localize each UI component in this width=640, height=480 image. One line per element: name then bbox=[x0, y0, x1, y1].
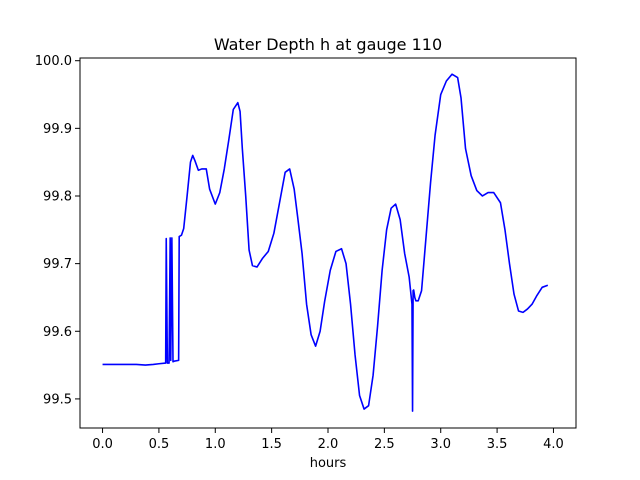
series-line-water-depth bbox=[102, 73, 549, 412]
x-axis-label: hours bbox=[310, 456, 347, 471]
x-tick-label: 3.0 bbox=[430, 437, 451, 452]
x-tick-label: 4.0 bbox=[543, 437, 564, 452]
x-tick-label: 2.0 bbox=[318, 437, 339, 452]
x-tick-label: 0.5 bbox=[149, 437, 170, 452]
y-axis: 99.5 99.6 99.7 99.8 99.9 100.0 bbox=[35, 54, 80, 407]
y-tick-label: 99.7 bbox=[43, 257, 72, 272]
chart-title: Water Depth h at gauge 110 bbox=[214, 35, 442, 54]
y-tick-label: 99.9 bbox=[43, 122, 72, 137]
plot-area bbox=[102, 73, 549, 412]
y-tick-label: 99.6 bbox=[43, 325, 72, 340]
y-tick-label: 99.5 bbox=[43, 392, 72, 407]
x-tick-label: 1.5 bbox=[261, 437, 282, 452]
y-tick-label: 99.8 bbox=[43, 189, 72, 204]
x-tick-label: 1.0 bbox=[205, 437, 226, 452]
x-axis: 0.0 0.5 1.0 1.5 2.0 2.5 3.0 3.5 4.0 bbox=[92, 428, 564, 452]
y-tick-label: 100.0 bbox=[35, 54, 72, 69]
x-tick-label: 3.5 bbox=[487, 437, 508, 452]
x-tick-label: 0.0 bbox=[92, 437, 113, 452]
x-tick-label: 2.5 bbox=[374, 437, 395, 452]
